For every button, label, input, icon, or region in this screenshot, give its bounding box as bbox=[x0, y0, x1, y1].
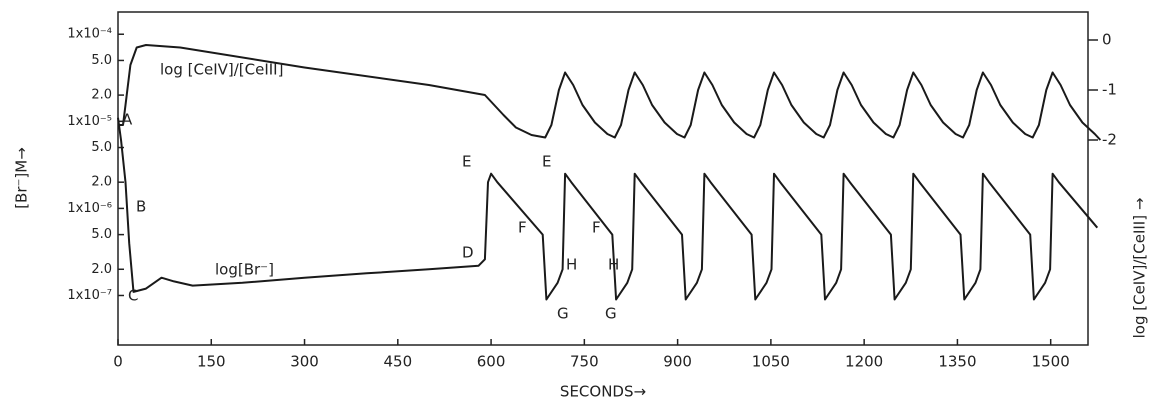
x-tick-label: 750 bbox=[570, 353, 599, 371]
series-line bbox=[117, 117, 1099, 301]
plot-frame bbox=[117, 11, 1089, 346]
y-tick-label: 2.0 bbox=[91, 262, 112, 277]
x-tick-label: 900 bbox=[663, 353, 692, 371]
y-tick-label: 1x10⁻⁶ bbox=[67, 201, 112, 216]
point-label: A bbox=[122, 111, 133, 129]
y2-axis-label: log [CeIV]/[CeIII] → bbox=[1131, 198, 1149, 339]
x-tick-label: 600 bbox=[477, 353, 506, 371]
y2-tick-label: 0 bbox=[1102, 31, 1112, 49]
x-tick-label: 1350 bbox=[938, 353, 976, 371]
y2-tick-label: -1 bbox=[1102, 81, 1117, 99]
y-tick-label: 5.0 bbox=[91, 53, 112, 68]
x-tick-label: 1500 bbox=[1032, 353, 1070, 371]
point-label: E bbox=[542, 153, 551, 171]
y-axis-label: [Br⁻]M→ bbox=[13, 147, 31, 209]
y-tick-label: 1x10⁻⁷ bbox=[67, 288, 112, 303]
point-label: E bbox=[462, 153, 471, 171]
x-tick-label: 150 bbox=[197, 353, 226, 371]
point-label: C bbox=[128, 287, 138, 305]
series-line bbox=[118, 44, 1102, 141]
y-tick-label: 5.0 bbox=[91, 227, 112, 242]
point-label: B bbox=[136, 198, 146, 216]
point-label: H bbox=[608, 256, 619, 274]
series-label: log[Br⁻] bbox=[215, 261, 274, 279]
x-tick-label: 0 bbox=[113, 353, 123, 371]
x-tick-label: 450 bbox=[383, 353, 412, 371]
point-label: G bbox=[605, 305, 617, 323]
x-axis-label: SECONDS→ bbox=[560, 383, 646, 401]
y-tick-label: 1x10⁻⁵ bbox=[67, 114, 112, 129]
point-label: H bbox=[566, 256, 577, 274]
x-tick-label: 1200 bbox=[845, 353, 883, 371]
series-label: log [CeIV]/[CeIII] bbox=[160, 61, 283, 79]
point-label: F bbox=[518, 219, 527, 237]
point-label: F bbox=[592, 219, 601, 237]
y-tick-label: 5.0 bbox=[91, 140, 112, 155]
point-label: D bbox=[462, 244, 474, 262]
point-label: G bbox=[557, 305, 569, 323]
x-tick-label: 1050 bbox=[752, 353, 790, 371]
x-tick-label: 300 bbox=[290, 353, 319, 371]
y-tick-label: 2.0 bbox=[91, 175, 112, 190]
y-tick-label: 1x10⁻⁴ bbox=[67, 27, 112, 42]
y-tick-label: 2.0 bbox=[91, 88, 112, 103]
y2-tick-label: -2 bbox=[1102, 131, 1117, 149]
